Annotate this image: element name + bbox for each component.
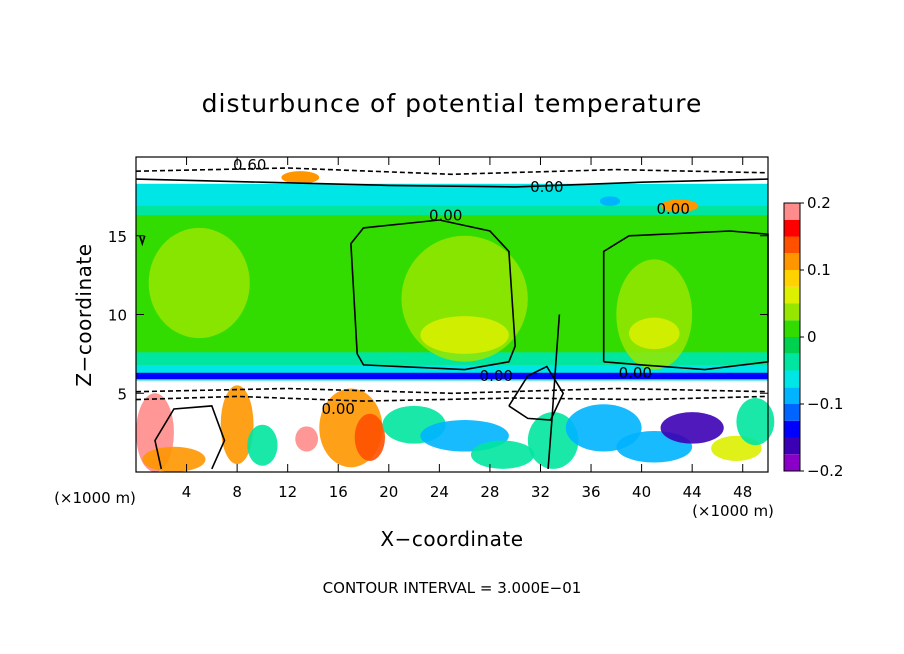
contour-label-7: 0.00 [322, 400, 355, 418]
colorbar-swatch-16 [784, 203, 800, 220]
cold-band-core [136, 372, 768, 380]
colorbar-swatch-10 [784, 303, 800, 321]
turbulent-blob-10 [470, 440, 535, 469]
colorbar-swatch-3 [784, 420, 800, 438]
plot-area [136, 157, 775, 472]
x-axis: 4 8 12 16 20 24 28 32 36 40 44 48 [182, 157, 752, 501]
colorbar-tick-label: −0.2 [807, 462, 843, 480]
x-tick-label-24: 24 [430, 483, 449, 501]
warm-patch-4 [616, 259, 693, 370]
contour-label-3: 0.00 [656, 200, 689, 218]
colorbar-tick-label: −0.1 [807, 395, 843, 413]
chart-title: disturbunce of potential temperature [202, 89, 703, 118]
colorbar-swatch-9 [784, 320, 800, 337]
turbulent-blob-14 [660, 412, 724, 444]
x-tick-label-36: 36 [581, 483, 600, 501]
contour-label-5: 0.00 [480, 367, 513, 385]
cyan-fringe-upper [136, 205, 768, 216]
colorbar-swatch-15 [784, 219, 800, 237]
lower-contour-1 [135, 387, 769, 395]
contour-interval-note: CONTOUR INTERVAL = 3.000E−01 [323, 579, 582, 597]
z-tick-label-15: 15 [108, 228, 127, 246]
x-unit-left: (×1000 m) [54, 489, 136, 507]
upper-blob-3 [599, 196, 621, 206]
contour-label-group: 0.60 0.00 0.00 0.00 0.00 0.00 0.00 [233, 156, 690, 418]
x-tick-label-40: 40 [632, 483, 651, 501]
lower-contour-2 [135, 395, 769, 402]
x-tick-label-44: 44 [683, 483, 702, 501]
colorbar-swatch-14 [784, 236, 800, 254]
upper-contour-1 [135, 178, 769, 188]
x-axis-label: X−coordinate [380, 527, 523, 551]
lower-left-contour [154, 405, 226, 470]
colorbar-tick-label: 0.1 [807, 261, 831, 279]
contour-label-2: 0.00 [530, 178, 563, 196]
turbulent-blob-11 [527, 412, 579, 469]
zero-contour-edge [139, 235, 146, 247]
z-axis-label: Z−coordinate [72, 243, 96, 386]
colorbar-tick-label: 0 [807, 328, 817, 346]
z-tick-label-5: 5 [117, 385, 127, 403]
zero-contour-core-left [350, 219, 517, 371]
colorbar-swatch-4 [784, 404, 800, 421]
colorbar-swatch-8 [784, 337, 800, 354]
x-tick-label-12: 12 [278, 483, 297, 501]
colorbar-swatch-2 [784, 437, 800, 455]
x-tick-label-8: 8 [232, 483, 242, 501]
turbulent-blob-7 [354, 413, 386, 461]
upper-mixed-region [136, 157, 768, 184]
x-tick-label-20: 20 [379, 483, 398, 501]
colorbar-swatch-11 [784, 286, 800, 304]
warm-patch-5 [628, 317, 680, 350]
warm-patch-1 [148, 227, 250, 339]
upper-contour-2 [135, 167, 769, 176]
upper-blob-2 [660, 199, 699, 213]
contour-label-4: 0.00 [429, 206, 462, 224]
contour-label-1: 0.60 [233, 156, 266, 174]
x-tick-label-48: 48 [733, 483, 752, 501]
contour-label-6: 0.00 [619, 364, 652, 382]
colorbar-swatch-6 [784, 370, 800, 388]
x-tick-label-16: 16 [329, 483, 348, 501]
x-unit-right: (×1000 m) [692, 502, 774, 520]
central-vertical-contour [547, 314, 561, 469]
colorbar-tick-label: 0.2 [807, 194, 831, 212]
x-tick-label-32: 32 [531, 483, 550, 501]
colorbar: 0.2 0.1 0 −0.1 −0.2 [783, 194, 843, 480]
colorbar-swatch-1 [784, 454, 800, 471]
upper-blob-1 [281, 171, 320, 184]
x-tick-label-28: 28 [480, 483, 499, 501]
turbulent-blob-4 [247, 424, 278, 466]
turbulent-blob-3 [220, 385, 254, 465]
turbulent-blob-2 [142, 446, 206, 472]
warm-patch-3 [420, 316, 509, 354]
turbulent-blob-16 [736, 397, 775, 446]
z-axis: 5 10 15 [108, 228, 768, 403]
colorbar-swatch-12 [784, 270, 800, 287]
x-tick-label-4: 4 [182, 483, 192, 501]
z-tick-label-10: 10 [108, 307, 127, 325]
colorbar-swatch-13 [784, 253, 800, 270]
colorbar-swatch-5 [784, 387, 800, 404]
turbulent-blob-5 [295, 426, 319, 452]
colorbar-swatch-7 [784, 353, 800, 371]
central-cell-contour [508, 365, 565, 421]
